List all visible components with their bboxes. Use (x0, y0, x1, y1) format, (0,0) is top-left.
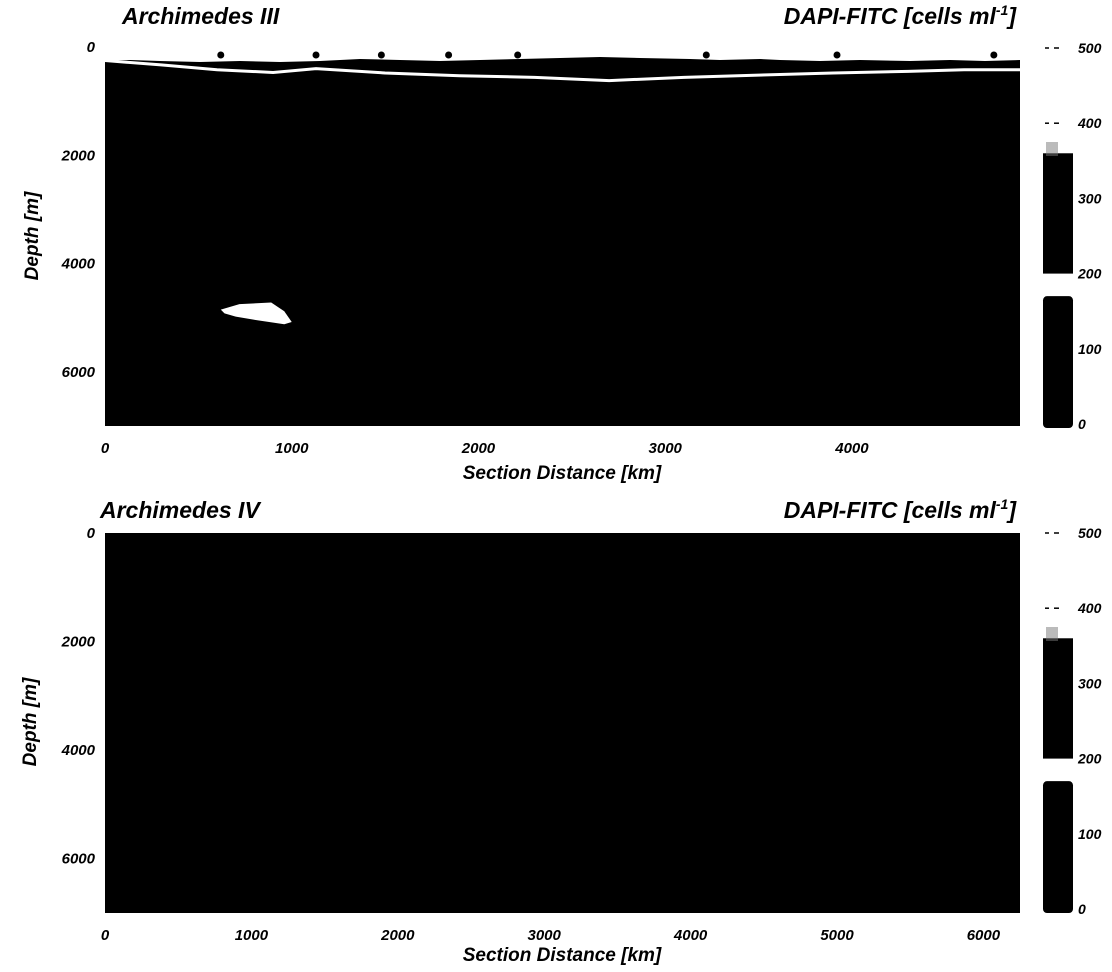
x-tick-label: 4000 (673, 927, 708, 944)
colorbar-tick-label: 400 (1077, 600, 1102, 616)
colorbar-tick-label: 300 (1078, 675, 1102, 691)
x-tick-label: 0 (101, 440, 110, 457)
chart-title: Archimedes III (121, 3, 280, 29)
colorbar-tick-label: 0 (1078, 901, 1086, 917)
station-marker (702, 51, 710, 59)
station-marker (217, 51, 225, 59)
colorbar-segment (1046, 627, 1058, 641)
colorbar: 0 100 200 300 400 500 Ocean Data View (1043, 40, 1102, 432)
colorbar-tick-label: 100 (1078, 826, 1102, 842)
x-tick-label: 4000 (834, 440, 869, 457)
x-axis: 0 1000 2000 3000 4000 5000 6000 (101, 927, 1001, 944)
y-tick-label: 6000 (62, 851, 96, 868)
colorbar-tick-label: 400 (1077, 115, 1102, 131)
station-marker (312, 51, 320, 59)
y-axis: 0 2000 4000 6000 (61, 39, 96, 381)
x-tick-label: 3000 (649, 440, 683, 457)
y-tick-label: 4000 (61, 256, 96, 273)
chart-panel-archimedes-iv: Archimedes IV DAPI-FITC [cells ml-1] 0 10… (20, 496, 1102, 966)
y-axis-label: Depth [m] (22, 191, 43, 280)
y-axis-label: Depth [m] (20, 677, 41, 766)
odv-credit: Ocean Data View (1066, 364, 1073, 421)
x-axis-label: Section Distance [km] (463, 945, 662, 966)
y-tick-label: 6000 (62, 364, 96, 381)
colorbar: 0 100 200 300 400 500 Ocean Data View (1043, 525, 1102, 917)
y-axis: 0 2000 4000 6000 (61, 525, 96, 868)
white-patch (220, 302, 292, 325)
station-marker (445, 51, 453, 59)
x-tick-label: 1000 (275, 440, 309, 457)
colorbar-segment (1043, 296, 1073, 428)
x-tick-label: 6000 (967, 927, 1001, 944)
x-tick-label: 2000 (461, 440, 496, 457)
colorbar-tick-label: 200 (1077, 751, 1102, 767)
colorbar-segment (1046, 142, 1058, 156)
colorbar-tick-label: 200 (1077, 266, 1102, 282)
colorbar-tick-label: 500 (1078, 525, 1102, 541)
x-tick-label: 1000 (235, 927, 269, 944)
x-tick-label: 0 (101, 927, 110, 944)
colorbar-title: DAPI-FITC [cells ml-1] (784, 496, 1018, 523)
y-tick-label: 2000 (61, 147, 96, 164)
white-contour-layer (104, 59, 1020, 325)
y-tick-label: 0 (87, 525, 96, 542)
y-tick-label: 4000 (61, 742, 96, 759)
heatmap-field (105, 533, 1020, 913)
chart-panel-archimedes-iii: Archimedes III DAPI-FITC [cells ml-1] 0 1… (22, 2, 1102, 484)
station-marker (514, 51, 522, 59)
station-markers (217, 51, 998, 59)
heatmap-field (105, 47, 1020, 426)
colorbar-segment (1043, 638, 1073, 759)
station-marker (833, 51, 841, 59)
colorbar-tick-label: 500 (1078, 40, 1102, 56)
colorbar-segment (1043, 153, 1073, 274)
x-tick-label: 2000 (380, 927, 415, 944)
colorbar-title: DAPI-FITC [cells ml-1] (784, 2, 1018, 29)
odv-credit: Ocean Data View (1066, 849, 1073, 906)
y-tick-label: 2000 (61, 634, 96, 651)
chart-title: Archimedes IV (99, 497, 261, 523)
x-tick-label: 5000 (820, 927, 854, 944)
station-marker (990, 51, 998, 59)
x-axis-label: Section Distance [km] (463, 463, 662, 484)
x-tick-label: 3000 (528, 927, 562, 944)
station-marker (377, 51, 385, 59)
white-contour-line (104, 59, 1020, 83)
colorbar-tick-label: 0 (1078, 416, 1086, 432)
colorbar-segment (1043, 781, 1073, 913)
x-axis: 0 1000 2000 3000 4000 (101, 440, 869, 457)
y-tick-label: 0 (87, 39, 96, 56)
colorbar-tick-label: 100 (1078, 341, 1102, 357)
colorbar-tick-label: 300 (1078, 190, 1102, 206)
surface-band (105, 47, 1020, 62)
